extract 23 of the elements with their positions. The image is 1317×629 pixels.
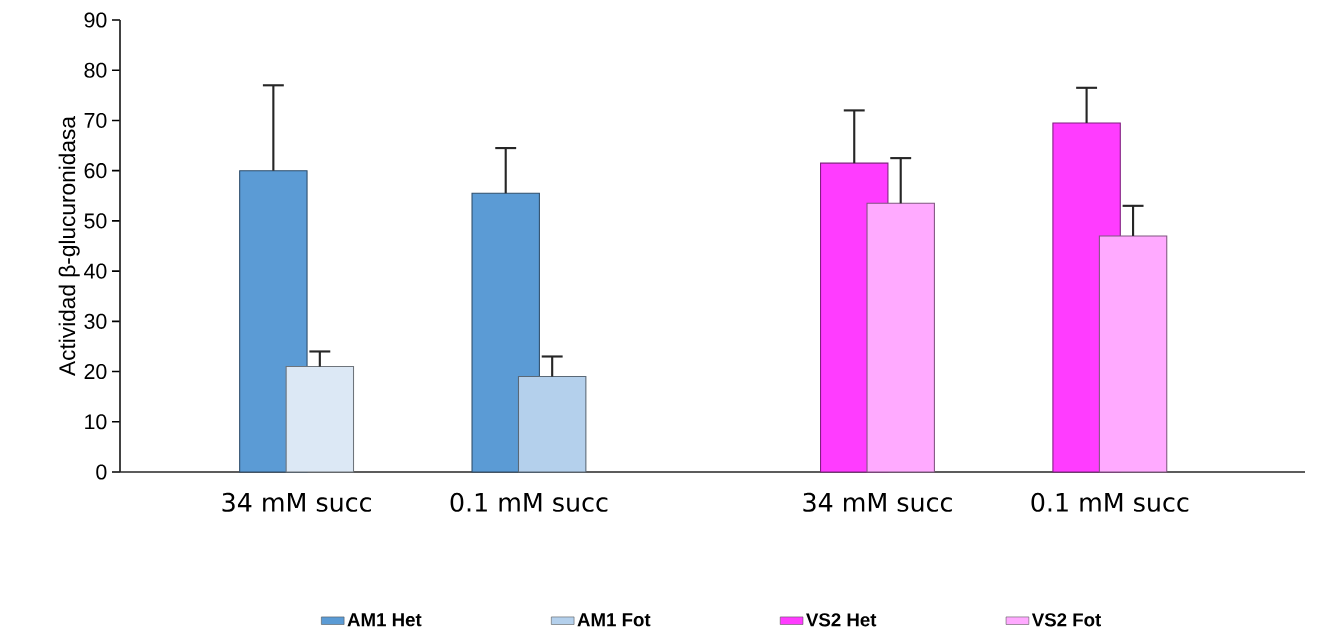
y-tick-label: 90 <box>84 12 107 28</box>
y-axis-title: Actividad β-glucuronidasa <box>58 116 80 376</box>
y-tick-label: 0 <box>96 464 107 480</box>
y-tick-label: 30 <box>84 313 107 329</box>
y-tick-label: 20 <box>84 364 107 380</box>
y-tick-label: 80 <box>84 62 107 78</box>
x-tick-label: 0.1 mM succ <box>1031 492 1189 512</box>
y-tick-label: 40 <box>84 263 107 279</box>
bar <box>517 376 587 473</box>
y-tick-label: 60 <box>84 163 107 179</box>
x-tick-label: 34 mM succ <box>222 492 371 512</box>
bar <box>1098 235 1168 473</box>
y-tick-label: 50 <box>84 213 107 229</box>
x-tick-label: 0.1 mM succ <box>450 492 608 512</box>
legend-label: VS2 Fot <box>1031 613 1102 627</box>
legend-label: VS2 Het <box>806 613 877 627</box>
bar <box>866 202 935 473</box>
bar <box>285 365 355 473</box>
legend-label: AM1 Fot <box>577 613 651 627</box>
x-tick-label: 34 mM succ <box>803 492 952 512</box>
y-tick-label: 10 <box>85 414 107 430</box>
legend-label: AM1 Het <box>347 613 422 627</box>
y-tick-label: 70 <box>84 112 107 128</box>
